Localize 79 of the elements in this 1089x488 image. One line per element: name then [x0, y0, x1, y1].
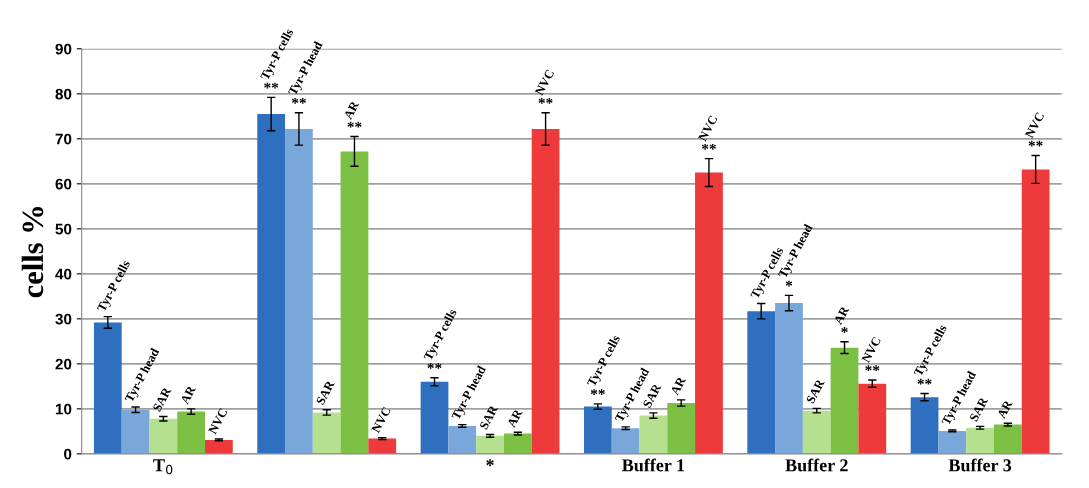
data-label: ** [590, 389, 605, 395]
text: NVC [534, 69, 555, 96]
bar [966, 427, 994, 454]
text: SAR [479, 404, 499, 430]
bar [205, 439, 233, 454]
text: SAR [806, 378, 825, 404]
data-label: ** [865, 365, 880, 372]
data-label: ** [1028, 140, 1043, 147]
y-axis-title: cells % [21, 207, 44, 298]
x-tick-label: Buffer 2 [785, 458, 848, 472]
text: SAR [152, 386, 172, 412]
bar [802, 410, 831, 454]
x-tick-label: * [486, 459, 494, 467]
bar [312, 412, 341, 454]
text: AR [833, 305, 850, 326]
data-label: ** [347, 121, 362, 128]
bar [910, 397, 939, 454]
y-tick-label: 90 [55, 43, 72, 55]
bar [285, 128, 313, 454]
bar [1021, 169, 1050, 454]
y-tick-label: 0 [64, 448, 72, 460]
bar [368, 438, 397, 454]
text: NVC [371, 406, 391, 434]
data-label: ** [427, 363, 442, 369]
y-tick-label: 80 [55, 88, 72, 100]
text: NVC [1024, 111, 1045, 139]
data-label: ** [538, 97, 553, 104]
bar [149, 418, 178, 454]
bar [747, 311, 776, 454]
y-tick-label: 10 [55, 403, 72, 415]
text: Tyr-P cells [913, 325, 947, 377]
bar [503, 433, 532, 454]
y-tick-label: 20 [55, 358, 72, 370]
x-tick-label: T$_{0}$ [153, 459, 173, 475]
y-tick-label: 70 [55, 133, 72, 145]
text: Tyr-P cells [586, 335, 621, 388]
y-tick-label: 40 [55, 268, 72, 280]
bar [583, 406, 612, 454]
text: NVC [861, 336, 881, 364]
bar [93, 322, 122, 454]
bar [420, 381, 449, 454]
text: NVC [698, 115, 718, 142]
bar [177, 411, 205, 454]
data-label: * [841, 327, 848, 333]
text: Tyr-P cells [96, 259, 133, 314]
bar [938, 430, 967, 454]
bar [121, 409, 150, 454]
bar [531, 128, 560, 454]
text: SAR [969, 396, 989, 422]
bar [830, 347, 859, 454]
data-label: ** [291, 97, 306, 104]
data-label: * [785, 280, 793, 287]
text: AR [996, 399, 1013, 420]
bar [639, 415, 668, 454]
data-label: ** [264, 82, 279, 89]
text: NVC [207, 408, 228, 435]
bar [993, 424, 1022, 454]
bar [257, 114, 286, 454]
x-tick-label: Buffer 3 [948, 458, 1012, 472]
bar [858, 383, 887, 454]
data-label: ** [701, 143, 716, 150]
text: Tyr-P cells [423, 309, 457, 362]
text: AR [506, 408, 523, 429]
bar [775, 303, 803, 454]
bar [476, 435, 504, 454]
x-tick-label: Buffer 1 [622, 458, 685, 472]
text: AR [343, 100, 360, 120]
bar [340, 151, 369, 454]
bar [448, 425, 477, 454]
data-label: ** [917, 378, 932, 385]
bar [667, 402, 696, 454]
y-tick-label: 60 [55, 178, 72, 190]
text: AR [180, 384, 196, 405]
text: AR [670, 375, 686, 396]
bar [695, 172, 723, 454]
y-tick-label: 30 [55, 313, 72, 325]
text: SAR [315, 379, 335, 406]
y-tick-label: 50 [55, 223, 72, 235]
bar [611, 428, 640, 454]
